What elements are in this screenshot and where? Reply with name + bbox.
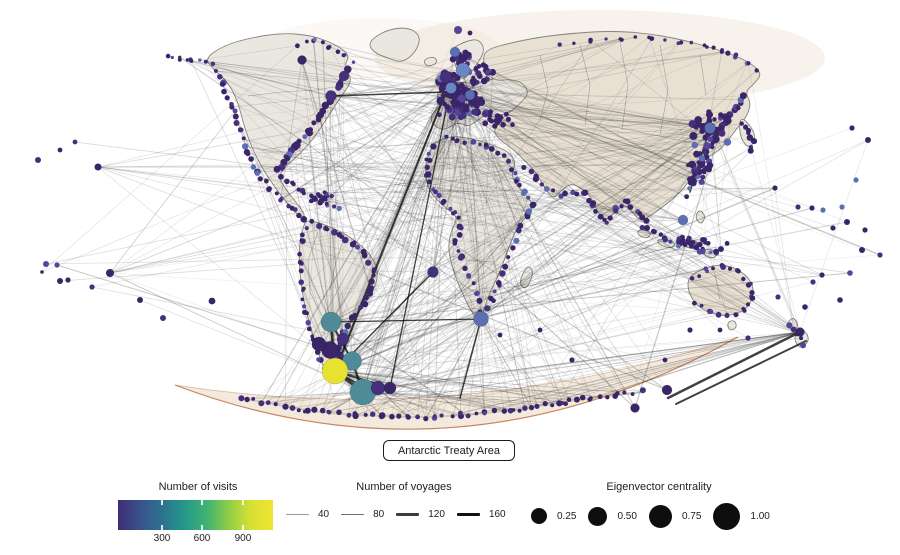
hub-node [297, 55, 307, 65]
hub-node [677, 214, 689, 226]
voyages-line-label: 120 [428, 509, 445, 520]
hub-node [427, 266, 439, 278]
hub-node [445, 82, 457, 94]
centrality-circle-label: 0.25 [557, 510, 577, 522]
visits-colorbar-tick [241, 525, 244, 530]
visits-colorbar-tick [161, 525, 164, 530]
centrality-circle-sample [713, 502, 741, 530]
hub-node [473, 311, 489, 327]
hub-node [630, 403, 640, 413]
voyages-items: 40 80 120 160 [286, 509, 522, 520]
legend-centrality-title: Eigenvector centrality [606, 481, 712, 493]
port-nodes [35, 26, 883, 422]
centrality-circle-label: 0.50 [617, 510, 637, 522]
voyage-edges [41, 29, 881, 420]
visits-colorbar-tick [201, 525, 203, 530]
continents [207, 27, 809, 418]
visits-tick-label: 300 [153, 533, 171, 544]
visits-colorbar-labels: 300 600 900 [118, 533, 273, 547]
voyages-line-label: 160 [488, 509, 506, 520]
hub-node [661, 384, 673, 396]
legend-voyages-title: Number of voyages [356, 481, 452, 493]
legend-visits-title: Number of visits [158, 481, 238, 493]
land-philippines [695, 210, 705, 224]
hub-node [321, 357, 349, 385]
land-madagascar [519, 266, 533, 289]
legend-number-of-voyages: Number of voyages 40 80 120 160 [286, 481, 522, 520]
visits-colorbar-tick [201, 500, 203, 505]
voyages-line-sample [456, 512, 480, 517]
centrality-circle-label: 0.75 [681, 510, 702, 522]
legend-number-of-visits: Number of visits 300 600 900 [118, 481, 278, 547]
voyages-line-sample [341, 513, 365, 516]
centrality-circle-label: 1.00 [750, 510, 770, 522]
hub-node [795, 327, 805, 337]
voyages-line-sample [286, 513, 309, 516]
visits-colorbar [118, 500, 273, 530]
voyages-line-sample [396, 513, 420, 516]
hub-node [439, 70, 453, 84]
centrality-circle-sample [648, 504, 672, 528]
land-iceland [424, 56, 437, 67]
hub-node [320, 311, 342, 333]
hub-nodes [297, 46, 805, 413]
hub-node [704, 122, 716, 134]
land-tasmania [727, 320, 737, 331]
centrality-circle-sample [531, 508, 547, 524]
centrality-items: 0.25 0.50 0.75 1.00 [531, 502, 787, 530]
hub-node [464, 89, 476, 101]
land-greenland [369, 27, 420, 62]
hub-node [383, 381, 397, 395]
hub-node [325, 90, 337, 102]
hub-node [370, 380, 386, 396]
centrality-circle-sample [588, 506, 608, 526]
world-map-network [35, 10, 883, 430]
legend-eigenvector-centrality: Eigenvector centrality 0.25 0.50 0.75 1.00 [531, 481, 787, 530]
voyages-line-label: 40 [318, 509, 330, 520]
hub-node [338, 70, 350, 82]
hub-node [449, 46, 461, 58]
visits-colorbar-tick [161, 500, 164, 505]
visits-tick-label: 900 [234, 533, 252, 544]
antarctic-treaty-area-text: Antarctic Treaty Area [397, 444, 501, 457]
visits-tick-label: 600 [193, 533, 211, 544]
hub-node [455, 62, 471, 78]
hub-node [311, 336, 327, 352]
hub-node [336, 332, 350, 346]
voyages-line-label: 80 [373, 509, 385, 520]
antarctic-treaty-area [174, 336, 739, 430]
land-indonesia-1 [637, 229, 651, 239]
antarctic-treaty-area-label: Antarctic Treaty Area [383, 440, 515, 461]
land-africa [425, 136, 533, 318]
visits-colorbar-tick [241, 500, 244, 505]
